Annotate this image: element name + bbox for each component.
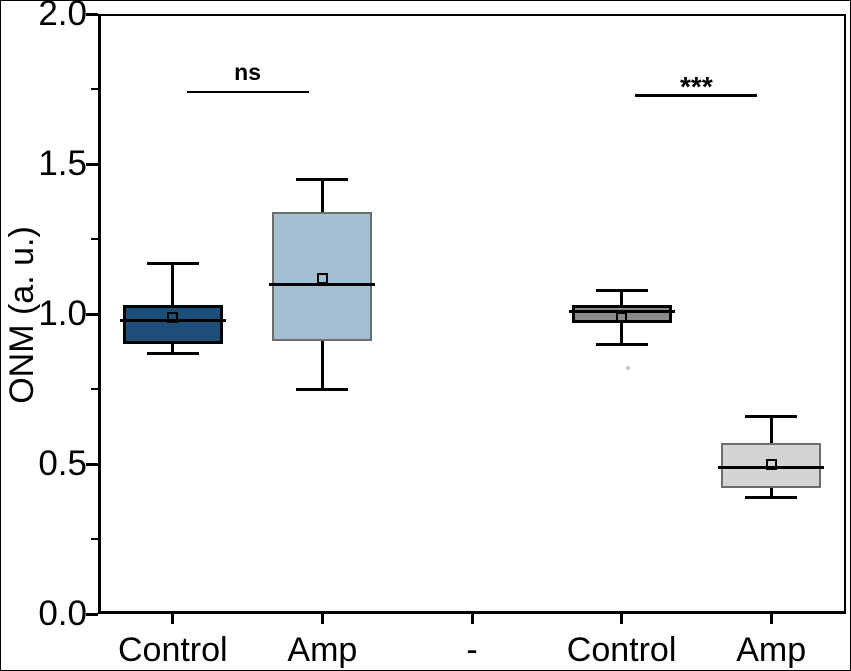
whisker-cap-top — [296, 177, 349, 181]
y-tick-label: 2.0 — [38, 0, 87, 33]
whisker-cap-top — [745, 414, 798, 418]
y-tick-label: 1.0 — [38, 294, 87, 333]
x-tick-label: Amp — [287, 631, 358, 669]
y-major-tick — [86, 13, 98, 16]
y-major-tick — [86, 613, 98, 616]
y-minor-tick — [91, 388, 98, 390]
whisker-cap-bottom — [745, 495, 798, 499]
y-minor-tick — [91, 538, 98, 540]
x-tick-label: - — [466, 631, 478, 669]
significance-label: ns — [234, 59, 262, 85]
whisker-cap-bottom — [146, 351, 199, 355]
mean-marker — [765, 458, 777, 470]
y-tick-label: 0.0 — [38, 594, 87, 633]
mean-marker — [167, 311, 179, 323]
significance-line — [635, 94, 758, 97]
significance-label: *** — [680, 71, 713, 102]
x-tick — [620, 614, 624, 624]
median-line — [119, 318, 226, 322]
y-minor-tick — [91, 238, 98, 240]
outlier-point — [625, 366, 630, 370]
mean-marker — [616, 311, 628, 323]
whisker-cap-top — [595, 288, 648, 292]
median-line — [718, 465, 825, 469]
y-major-tick — [86, 163, 98, 166]
median-line — [568, 309, 675, 313]
y-minor-tick — [91, 88, 98, 90]
x-tick-label: Control — [566, 631, 677, 669]
plot-frame — [98, 14, 846, 614]
box-rect — [272, 212, 373, 341]
y-major-tick — [86, 463, 98, 466]
whisker-cap-top — [146, 261, 199, 265]
x-tick — [470, 614, 474, 624]
y-tick-label: 1.5 — [38, 144, 87, 183]
x-tick — [320, 614, 324, 624]
x-tick — [171, 614, 175, 624]
x-tick-label: Amp — [736, 631, 807, 669]
median-line — [269, 282, 376, 286]
mean-marker — [316, 272, 328, 284]
x-tick-label: Control — [117, 631, 228, 669]
y-tick-label: 0.5 — [38, 444, 87, 483]
significance-line — [186, 91, 309, 93]
whisker-cap-bottom — [595, 342, 648, 346]
whisker-cap-bottom — [296, 387, 349, 391]
box-rect — [122, 305, 223, 344]
x-tick — [769, 614, 773, 624]
y-major-tick — [86, 313, 98, 316]
